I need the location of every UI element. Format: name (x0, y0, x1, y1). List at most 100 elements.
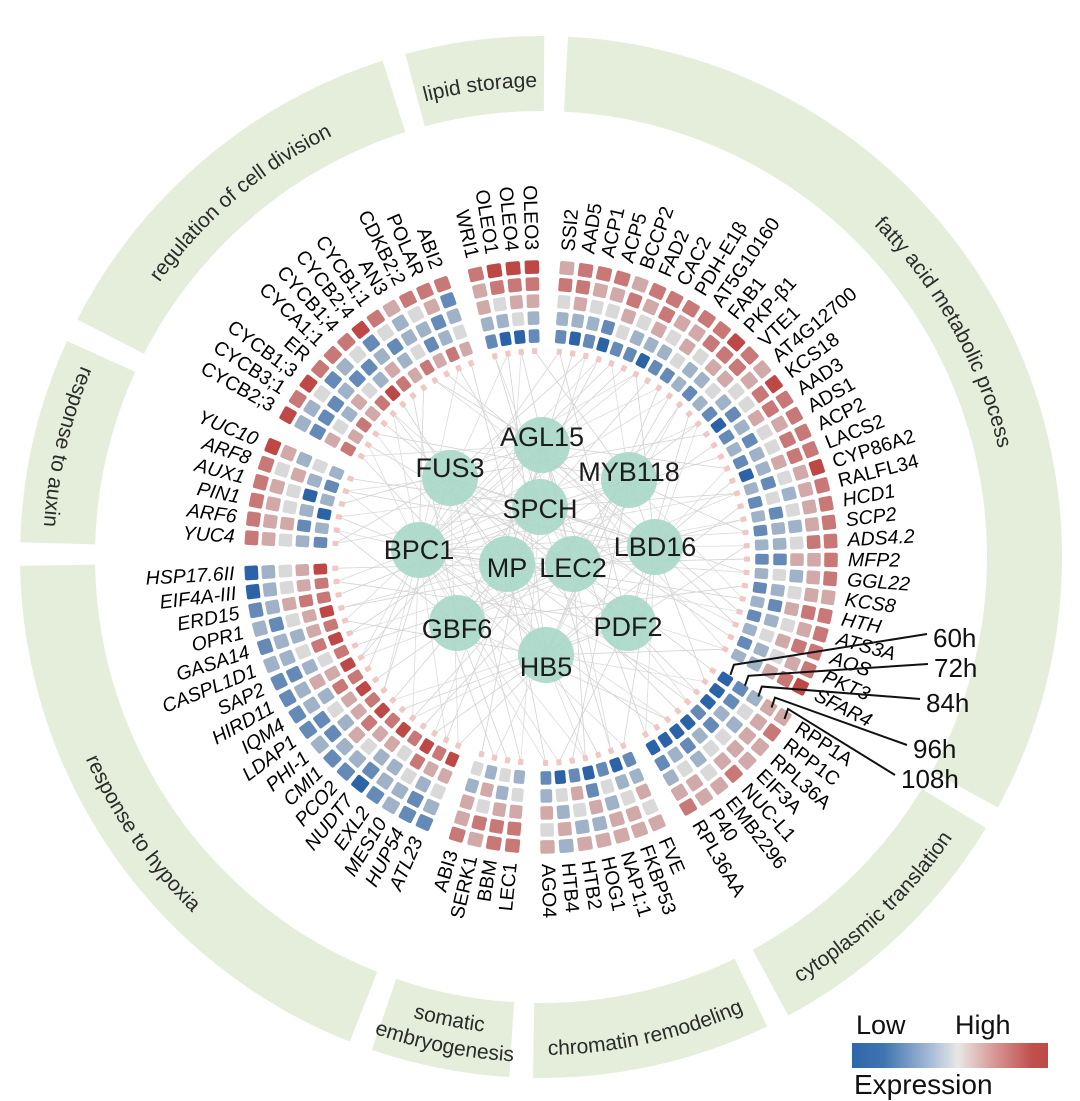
timepoint-leader-60h (729, 633, 928, 676)
heatmap-cell (678, 337, 697, 357)
heatmap-cell (453, 809, 472, 828)
heatmap-cell (322, 345, 343, 366)
heatmap-cell (278, 648, 297, 668)
edge-anchor (333, 578, 340, 585)
heatmap-cell (591, 814, 609, 833)
heatmap-cell (725, 739, 745, 759)
heatmap-cell (347, 725, 367, 745)
heatmap-cell (746, 408, 766, 428)
heatmap-cell (273, 460, 292, 479)
heatmap-cell (823, 551, 839, 569)
gene-label: SSI2 (557, 208, 583, 252)
heatmap-cell (458, 340, 474, 358)
hub-node-BPC1 (391, 522, 447, 578)
category-arc-regulation-of-cell-division (77, 60, 406, 354)
heatmap-cell (525, 293, 541, 310)
heatmap-cell (381, 298, 402, 319)
network-edge (423, 563, 574, 727)
heatmap-cell (789, 637, 808, 656)
heatmap-cell (723, 763, 744, 784)
heatmap-cell (447, 825, 467, 844)
edge-anchor (693, 688, 701, 696)
heatmap-cell (726, 382, 746, 401)
heatmap-cell (277, 532, 294, 548)
heatmap-cell (300, 658, 319, 676)
edge-anchor (347, 475, 354, 482)
heatmap-cell (285, 664, 304, 684)
hub-label-FUS3: FUS3 (415, 453, 484, 483)
heatmap-cell (753, 538, 770, 552)
heatmap-cell (336, 331, 357, 353)
network-edge (545, 505, 741, 656)
heatmap-cell (479, 781, 495, 799)
timepoint-leader-84h (757, 685, 921, 700)
heatmap-cell (722, 692, 741, 711)
heatmap-cell (780, 485, 798, 503)
heatmap-cell (692, 371, 711, 390)
heatmap-cell (431, 744, 448, 762)
heatmap-cell (332, 643, 351, 660)
heatmap-cell (725, 441, 743, 458)
heatmap-cell (594, 831, 613, 849)
heatmap-cell (418, 737, 436, 755)
edge-anchor (644, 377, 651, 385)
heatmap-cell (316, 686, 336, 706)
heatmap-cell (294, 562, 311, 578)
heatmap-cell (243, 564, 260, 582)
heatmap-cell (621, 750, 638, 769)
heatmap-cell (668, 722, 686, 741)
heatmap-cell (771, 536, 788, 552)
edge-anchor (727, 633, 735, 641)
heatmap-cell (508, 803, 524, 820)
heatmap-cell (727, 357, 748, 378)
edge-anchor (357, 452, 365, 460)
edge-anchor (702, 430, 710, 438)
heatmap-cell (491, 801, 508, 818)
heatmap-cell (572, 295, 589, 313)
heatmap-cell (463, 777, 481, 795)
heatmap-cell (588, 298, 605, 316)
heatmap-cell (569, 784, 585, 802)
heatmap-cell (385, 337, 405, 356)
gene-label: HSP17.6II (145, 563, 236, 590)
heatmap-cell (784, 501, 802, 519)
hub-label-MP: MP (487, 553, 528, 583)
heatmap-cell (278, 579, 296, 596)
edge-anchor (642, 730, 649, 739)
heatmap-cell (414, 320, 433, 339)
heatmap-cell (784, 405, 804, 426)
edge-anchor (701, 678, 709, 686)
heatmap-cell (670, 782, 690, 802)
heatmap-cell (336, 713, 356, 732)
network-edge (572, 563, 586, 759)
heatmap-cell (745, 655, 764, 673)
heatmap-cell (760, 662, 780, 681)
heatmap-cell (268, 477, 287, 496)
heatmap-cell (679, 713, 697, 731)
heatmap-cell (394, 720, 412, 739)
hub-node-MP (479, 536, 535, 592)
heatmap-cell (748, 712, 769, 732)
edge-anchor (732, 621, 740, 628)
edge-anchor (346, 629, 354, 637)
edge-anchor (364, 665, 372, 673)
edge-anchors (332, 348, 751, 766)
edge-anchor (372, 430, 380, 438)
heatmap-cell (313, 521, 331, 536)
heatmap-cell (539, 805, 555, 821)
heatmap-cell (657, 305, 677, 325)
edge-anchor (335, 591, 342, 598)
heatmap-cell (495, 312, 511, 330)
heatmap-cell (331, 418, 350, 436)
heatmap-cell (678, 797, 699, 817)
network-edge (412, 479, 630, 719)
edge-anchor (694, 420, 702, 428)
edge-anchor (409, 392, 417, 400)
heatmap-cell (444, 750, 461, 769)
heatmap-cell (247, 601, 265, 620)
hub-label-AGL15: AGL15 (500, 422, 584, 452)
network-edge (645, 546, 656, 735)
edge-anchor (582, 754, 589, 762)
heatmap-cell (371, 724, 390, 743)
